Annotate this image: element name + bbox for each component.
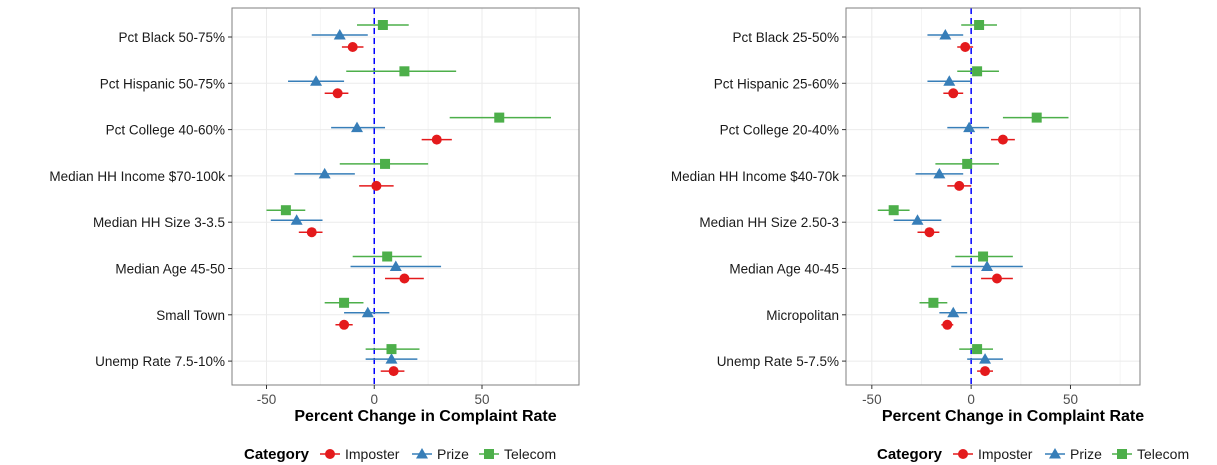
legend-label: Telecom (1137, 446, 1189, 462)
point-prize (963, 121, 976, 133)
point-prize (290, 214, 303, 225)
point-telecom (888, 205, 899, 216)
point-prize (943, 75, 956, 86)
point-imposter (347, 42, 358, 52)
legend-label: Prize (1070, 446, 1102, 462)
point-telecom (382, 251, 393, 262)
point-imposter (942, 319, 953, 330)
category-label: Median Age 40-45 (729, 262, 839, 277)
legend-title: Category (877, 446, 943, 463)
x-tick-label: -50 (862, 392, 882, 407)
legend-label: Imposter (978, 446, 1033, 462)
point-prize (981, 260, 994, 271)
point-telecom (928, 297, 939, 308)
legend-key-circle (958, 449, 968, 459)
point-imposter (980, 366, 991, 377)
point-prize (351, 121, 364, 133)
panel-border (845, 7, 1141, 386)
legend-key-triangle (1049, 448, 1061, 459)
point-telecom (974, 20, 985, 30)
point-prize (947, 306, 960, 318)
panel-background (232, 8, 579, 385)
x-tick-label: 50 (1063, 392, 1078, 407)
category-label: Small Town (156, 308, 225, 323)
point-prize (333, 29, 346, 40)
legend-label: Telecom (504, 446, 556, 462)
legend-key-triangle (416, 448, 428, 459)
point-imposter (948, 88, 959, 99)
category-label: Median HH Size 2.50-3 (699, 215, 839, 230)
category-label: Median HH Size 3-3.5 (93, 215, 225, 230)
category-label: Unemp Rate 5-7.5% (717, 354, 839, 369)
panel-background (846, 8, 1140, 385)
point-imposter (399, 273, 410, 284)
panel-2: Pct Black 25-50% Pct Hispanic 25-60% Pct C… (671, 7, 1189, 463)
point-prize (361, 306, 374, 318)
point-telecom (280, 205, 291, 216)
point-imposter (339, 319, 350, 330)
point-telecom (380, 158, 391, 169)
category-label: Median Age 45-50 (115, 262, 225, 277)
point-telecom (972, 66, 983, 77)
category-label: Pct Black 50-75% (118, 30, 225, 45)
legend-key-square (484, 449, 494, 459)
point-telecom (972, 344, 983, 355)
legend-key-square (1117, 449, 1127, 459)
x-tick-label: 50 (474, 392, 489, 407)
point-prize (389, 260, 402, 271)
point-prize (979, 353, 992, 364)
point-telecom (1031, 112, 1042, 123)
point-imposter (388, 366, 399, 377)
point-imposter (332, 88, 343, 99)
point-imposter (371, 180, 382, 191)
legend-title: Category (244, 446, 310, 463)
legend-label: Prize (437, 446, 469, 462)
point-telecom (399, 66, 410, 77)
legend-key-circle (325, 449, 335, 459)
category-label: Pct Black 25-50% (732, 30, 839, 45)
legend: Category Imposter Prize Telecom (244, 446, 556, 463)
point-imposter (924, 227, 935, 238)
category-label: Pct Hispanic 25-60% (714, 76, 839, 91)
legend: Category Imposter Prize Telecom (877, 446, 1189, 463)
point-telecom (494, 112, 505, 123)
point-prize (911, 214, 924, 225)
point-imposter (991, 273, 1002, 284)
point-imposter (960, 42, 971, 52)
point-imposter (954, 180, 965, 191)
point-prize (933, 167, 946, 179)
x-axis-title: Percent Change in Complaint Rate (294, 408, 556, 425)
point-telecom (339, 297, 350, 308)
point-telecom (377, 20, 388, 30)
category-label: Median HH Income $40-70k (671, 169, 839, 184)
x-tick-label: -50 (257, 392, 277, 407)
point-prize (310, 75, 323, 86)
point-telecom (386, 344, 397, 355)
point-prize (385, 353, 398, 364)
point-telecom (962, 158, 973, 169)
x-tick-label: 0 (370, 392, 378, 407)
panel-1: Pct Black 50-75% Pct Hispanic 50-75% Pct C… (49, 7, 580, 463)
point-prize (318, 167, 331, 179)
category-label: Median HH Income $70-100k (49, 169, 225, 184)
category-label: Pct Hispanic 50-75% (100, 76, 225, 91)
category-label: Pct College 20-40% (720, 123, 839, 138)
point-imposter (431, 134, 442, 145)
point-prize (939, 29, 952, 40)
x-tick-label: 0 (967, 392, 975, 407)
point-imposter (997, 134, 1008, 145)
legend-label: Imposter (345, 446, 400, 462)
point-telecom (978, 251, 989, 262)
point-imposter (306, 227, 317, 238)
x-axis-title: Percent Change in Complaint Rate (882, 408, 1144, 425)
category-label: Unemp Rate 7.5-10% (95, 354, 225, 369)
category-label: Micropolitan (766, 308, 839, 323)
panel-border (231, 7, 580, 386)
category-label: Pct College 40-60% (106, 123, 225, 138)
